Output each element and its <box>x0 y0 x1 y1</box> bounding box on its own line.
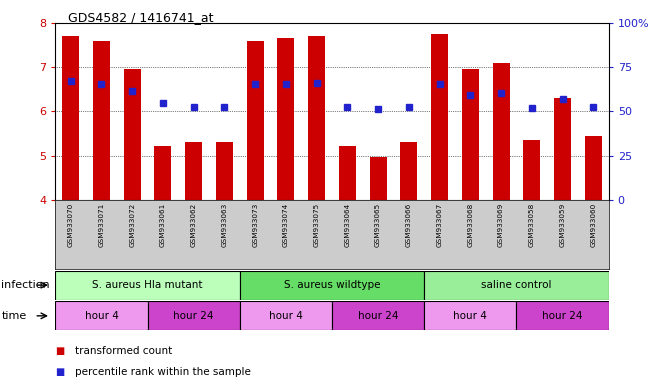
Text: GSM933073: GSM933073 <box>252 203 258 247</box>
Text: hour 4: hour 4 <box>453 311 488 321</box>
Bar <box>216 142 233 200</box>
Bar <box>148 301 240 330</box>
Text: transformed count: transformed count <box>75 346 172 356</box>
Bar <box>424 301 516 330</box>
Text: GSM933063: GSM933063 <box>221 203 227 247</box>
Bar <box>277 38 294 200</box>
Bar <box>332 301 424 330</box>
Bar <box>585 136 602 200</box>
Text: ■: ■ <box>55 367 64 377</box>
Text: hour 4: hour 4 <box>85 311 118 321</box>
Text: GSM933074: GSM933074 <box>283 203 289 247</box>
Text: GDS4582 / 1416741_at: GDS4582 / 1416741_at <box>68 12 214 25</box>
Text: time: time <box>1 311 27 321</box>
Bar <box>247 41 264 200</box>
Text: saline control: saline control <box>481 280 551 290</box>
Bar <box>493 63 510 200</box>
Text: hour 4: hour 4 <box>269 311 303 321</box>
Bar <box>93 41 110 200</box>
Text: GSM933069: GSM933069 <box>498 203 504 247</box>
Text: infection: infection <box>1 280 50 290</box>
Text: hour 24: hour 24 <box>542 311 583 321</box>
Bar <box>55 301 148 330</box>
Bar <box>400 142 417 200</box>
Text: S. aureus wildtype: S. aureus wildtype <box>284 280 380 290</box>
Text: ■: ■ <box>55 346 64 356</box>
Text: GSM933065: GSM933065 <box>375 203 381 247</box>
Bar <box>154 146 171 200</box>
Text: GSM933066: GSM933066 <box>406 203 412 247</box>
Text: percentile rank within the sample: percentile rank within the sample <box>75 367 251 377</box>
Text: GSM933061: GSM933061 <box>160 203 166 247</box>
Text: GSM933068: GSM933068 <box>467 203 473 247</box>
Text: GSM933070: GSM933070 <box>68 203 74 247</box>
Bar <box>186 142 202 200</box>
Text: GSM933059: GSM933059 <box>560 203 566 247</box>
Text: GSM933075: GSM933075 <box>314 203 320 247</box>
Text: hour 24: hour 24 <box>358 311 398 321</box>
Text: GSM933062: GSM933062 <box>191 203 197 247</box>
Text: GSM933067: GSM933067 <box>437 203 443 247</box>
Bar <box>62 36 79 200</box>
Bar <box>554 98 571 200</box>
Bar <box>55 271 240 300</box>
Bar <box>339 146 356 200</box>
Text: hour 24: hour 24 <box>173 311 214 321</box>
Text: GSM933060: GSM933060 <box>590 203 596 247</box>
Text: GSM933058: GSM933058 <box>529 203 535 247</box>
Text: GSM933072: GSM933072 <box>129 203 135 247</box>
Text: S. aureus Hla mutant: S. aureus Hla mutant <box>92 280 203 290</box>
Bar <box>240 271 424 300</box>
Bar <box>462 70 478 200</box>
Bar <box>240 301 332 330</box>
Bar <box>424 271 609 300</box>
Bar <box>308 36 325 200</box>
Bar <box>370 157 387 200</box>
Text: GSM933064: GSM933064 <box>344 203 350 247</box>
Bar <box>516 301 609 330</box>
Bar <box>431 34 448 200</box>
Bar <box>124 70 141 200</box>
Bar <box>523 140 540 200</box>
Text: GSM933071: GSM933071 <box>98 203 104 247</box>
